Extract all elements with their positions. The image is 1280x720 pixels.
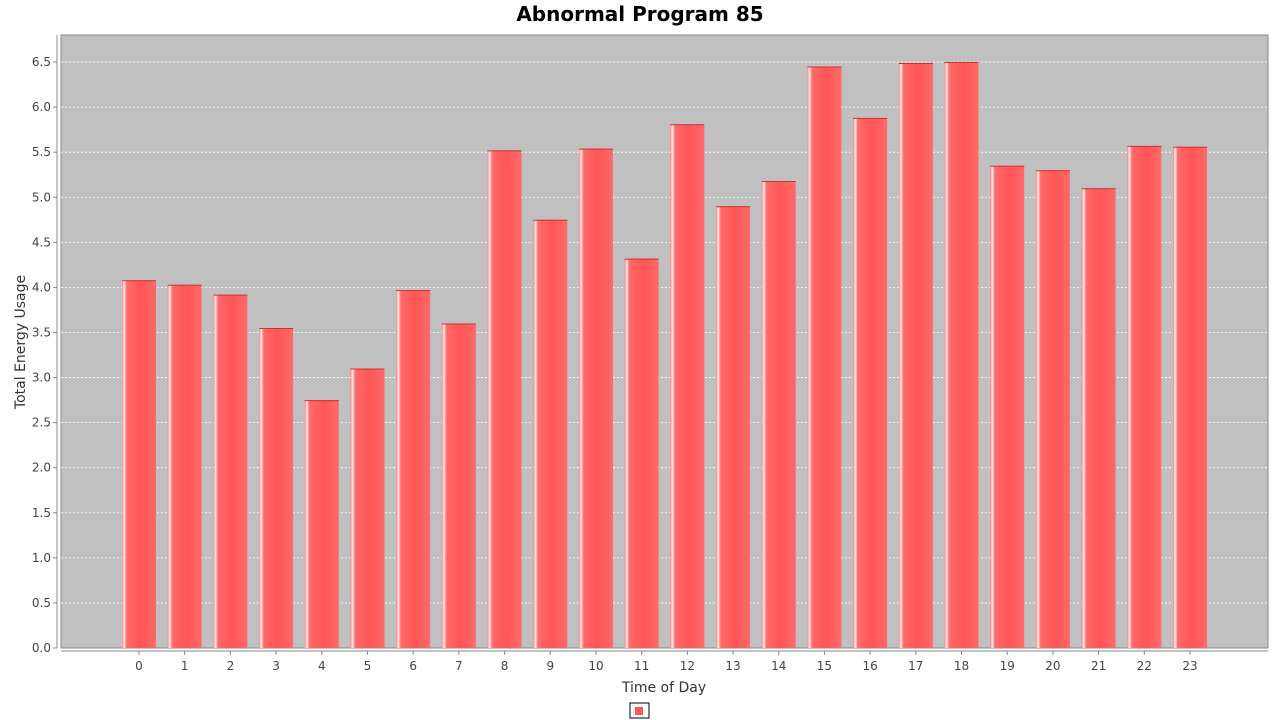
bar-hour-10 bbox=[578, 148, 613, 648]
y-tick-label: 2.0 bbox=[32, 461, 51, 475]
legend bbox=[629, 702, 650, 719]
x-tick-label: 1 bbox=[181, 659, 189, 673]
x-axis-ticks: 0 1 2 3 4 5 6 7 8 9 10 11 12 13 14 15 16 17 18 19 20 21 22 23 bbox=[135, 651, 1198, 673]
y-tick-label: 6.5 bbox=[32, 55, 51, 69]
x-tick-label: 4 bbox=[318, 659, 326, 673]
bar-hour-4 bbox=[304, 400, 339, 648]
x-tick-label: 19 bbox=[1000, 659, 1015, 673]
x-tick-label: 7 bbox=[455, 659, 463, 673]
x-tick-label: 6 bbox=[409, 659, 417, 673]
x-tick-label: 20 bbox=[1045, 659, 1060, 673]
y-axis-ticks: 0.0 0.5 1.0 1.5 2.0 2.5 3.0 3.5 4.0 4.5 5.0 5.5 6.0 6… bbox=[32, 55, 57, 655]
bar-hour-22 bbox=[1127, 145, 1162, 648]
x-tick-label: 9 bbox=[546, 659, 554, 673]
x-tick-label: 23 bbox=[1182, 659, 1197, 673]
bar-hour-15 bbox=[807, 66, 842, 649]
bar-hour-17 bbox=[898, 62, 933, 649]
x-tick-label: 10 bbox=[588, 659, 603, 673]
y-tick-label: 0.0 bbox=[32, 641, 51, 655]
bar-hour-20 bbox=[1035, 170, 1070, 648]
y-tick-label: 3.0 bbox=[32, 371, 51, 385]
bars bbox=[122, 62, 1207, 649]
chart-title: Abnormal Program 85 bbox=[516, 2, 763, 26]
x-tick-label: 5 bbox=[364, 659, 372, 673]
y-tick-label: 4.0 bbox=[32, 280, 51, 294]
bar-hour-13 bbox=[716, 206, 751, 648]
y-tick-label: 5.5 bbox=[32, 145, 51, 159]
bar-hour-6 bbox=[396, 290, 431, 648]
y-tick-label: 0.5 bbox=[32, 596, 51, 610]
x-tick-label: 11 bbox=[634, 659, 649, 673]
x-tick-label: 8 bbox=[501, 659, 509, 673]
bar-hour-12 bbox=[670, 124, 705, 648]
bar-hour-19 bbox=[990, 165, 1025, 648]
bar-hour-11 bbox=[624, 258, 659, 648]
bar-hour-1 bbox=[167, 284, 202, 648]
x-tick-label: 13 bbox=[725, 659, 740, 673]
bar-hour-21 bbox=[1081, 188, 1116, 648]
x-tick-label: 2 bbox=[227, 659, 235, 673]
bar-hour-9 bbox=[533, 219, 568, 649]
x-tick-label: 15 bbox=[817, 659, 832, 673]
y-tick-label: 2.5 bbox=[32, 416, 51, 430]
x-tick-label: 17 bbox=[908, 659, 923, 673]
x-tick-label: 22 bbox=[1137, 659, 1152, 673]
y-tick-label: 3.5 bbox=[32, 325, 51, 339]
y-tick-label: 6.0 bbox=[32, 100, 51, 114]
y-tick-label: 5.0 bbox=[32, 190, 51, 204]
x-tick-label: 14 bbox=[771, 659, 786, 673]
y-axis-label: Total Energy Usage bbox=[13, 275, 29, 410]
bar-hour-8 bbox=[487, 150, 522, 648]
bar-hour-3 bbox=[259, 327, 294, 648]
x-tick-label: 12 bbox=[680, 659, 695, 673]
bar-hour-14 bbox=[761, 181, 796, 648]
bar-hour-2 bbox=[213, 294, 248, 648]
bar-hour-7 bbox=[441, 323, 476, 648]
legend-swatch bbox=[635, 707, 643, 715]
x-tick-label: 3 bbox=[272, 659, 280, 673]
x-tick-label: 16 bbox=[862, 659, 877, 673]
y-tick-label: 1.5 bbox=[32, 506, 51, 520]
x-tick-label: 18 bbox=[954, 659, 969, 673]
bar-hour-18 bbox=[944, 62, 979, 648]
bar-hour-5 bbox=[350, 368, 385, 648]
y-tick-label: 4.5 bbox=[32, 235, 51, 249]
y-tick-label: 1.0 bbox=[32, 551, 51, 565]
bar-hour-23 bbox=[1173, 146, 1207, 648]
x-tick-label: 21 bbox=[1091, 659, 1106, 673]
bar-hour-16 bbox=[853, 117, 888, 648]
bar-hour-0 bbox=[122, 280, 156, 648]
x-axis-label: Time of Day bbox=[621, 680, 706, 696]
x-tick-label: 0 bbox=[135, 659, 143, 673]
